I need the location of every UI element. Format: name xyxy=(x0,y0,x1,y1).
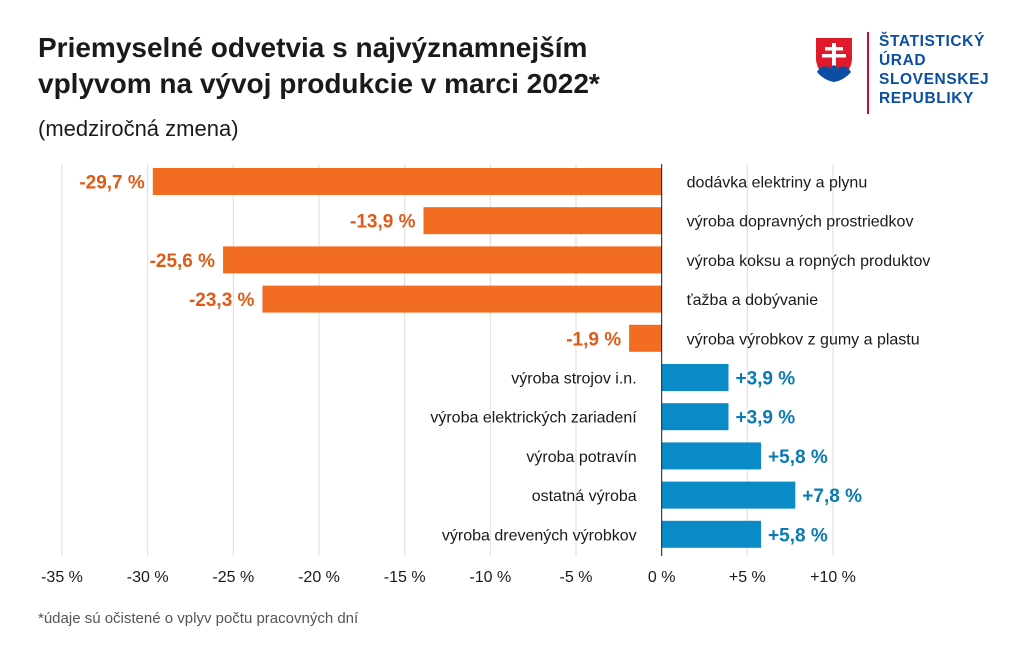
bar xyxy=(423,207,662,235)
data-label: -29,7 % xyxy=(79,173,145,194)
x-tick-label: -30 % xyxy=(127,569,169,586)
data-label: -1,9 % xyxy=(566,329,621,350)
category-label: výroba drevených výrobkov xyxy=(442,527,637,544)
bars xyxy=(152,168,796,548)
category-label: výroba elektrických zariadení xyxy=(430,410,637,427)
coat-of-arms-icon xyxy=(813,35,855,84)
data-label: +5,8 % xyxy=(768,447,828,468)
bar-chart: dodávka elektriny a plynu -29,7 % výroba d… xyxy=(41,164,930,586)
data-label: -25,6 % xyxy=(150,251,216,272)
bar xyxy=(152,168,662,195)
category-label: výroba strojov i.n. xyxy=(511,371,636,388)
x-tick-label: -15 % xyxy=(384,569,426,586)
x-tick-label: +5 % xyxy=(729,569,766,586)
labels: dodávka elektriny a plynu -29,7 % výroba d… xyxy=(79,173,930,547)
category-label: dodávka elektriny a plynu xyxy=(687,175,868,192)
data-label: +3,9 % xyxy=(735,369,795,390)
x-tick-label: -10 % xyxy=(469,569,511,586)
data-label: +7,8 % xyxy=(802,486,862,507)
x-tick-label: +10 % xyxy=(810,569,856,586)
category-label: ťažba a dobývanie xyxy=(687,292,819,309)
x-tick-label: -20 % xyxy=(298,569,340,586)
x-tick-label: -25 % xyxy=(212,569,254,586)
footnote: *údaje sú očistené o vplyv počtu pracovn… xyxy=(38,610,359,627)
bar xyxy=(661,403,729,431)
category-label: výroba výrobkov z gumy a plastu xyxy=(687,331,920,348)
title-line-1: Priemyselné odvetvia s najvýznamnejším xyxy=(38,32,588,63)
bar xyxy=(629,324,662,352)
statistical-office-logo: ŠTATISTICKÝ ÚRAD SLOVENSKEJ REPUBLIKY xyxy=(812,32,1002,116)
x-axis-ticks: -35 % -30 % -25 % -20 % -15 % -10 % -5 % 0 % +5 … xyxy=(41,569,856,586)
logo-text: ŠTATISTICKÝ ÚRAD SLOVENSKEJ REPUBLIKY xyxy=(879,32,989,108)
title-line-2: vplyvom na vývoj produkcie v marci 2022* xyxy=(38,68,600,99)
x-tick-label: -5 % xyxy=(560,569,593,586)
category-label: ostatná výroba xyxy=(532,488,637,505)
logo-line-3: SLOVENSKEJ xyxy=(879,71,990,88)
data-label: -23,3 % xyxy=(189,290,255,311)
x-tick-label: -35 % xyxy=(41,569,83,586)
subtitle: (medziročná zmena) xyxy=(38,116,239,141)
data-label: +3,9 % xyxy=(735,408,795,429)
page-title: Priemyselné odvetvia s najvýznamnejším v… xyxy=(38,30,678,102)
bar xyxy=(661,481,796,509)
bar xyxy=(661,520,762,548)
logo-line-2: ÚRAD xyxy=(879,52,927,69)
bar xyxy=(262,285,662,313)
x-tick-label: 0 % xyxy=(648,569,676,586)
category-label: výroba koksu a ropných produktov xyxy=(687,253,931,270)
logo-divider xyxy=(867,32,869,114)
data-label: -13,9 % xyxy=(350,212,416,233)
bar xyxy=(661,364,729,391)
data-label: +5,8 % xyxy=(768,525,828,546)
logo-line-4: REPUBLIKY xyxy=(879,90,974,107)
category-label: výroba dopravných prostriedkov xyxy=(687,214,914,231)
bar xyxy=(661,442,762,470)
grid-lines xyxy=(61,164,834,556)
category-label: výroba potravín xyxy=(526,449,636,466)
bar xyxy=(223,246,662,274)
logo-line-1: ŠTATISTICKÝ xyxy=(879,33,985,50)
